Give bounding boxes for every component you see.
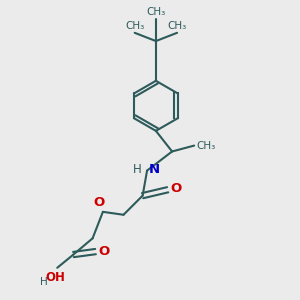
- Text: N: N: [148, 163, 160, 176]
- Text: CH₃: CH₃: [167, 21, 187, 31]
- Text: H: H: [40, 278, 47, 287]
- Text: CH₃: CH₃: [125, 21, 144, 31]
- Text: O: O: [171, 182, 182, 195]
- Text: O: O: [98, 245, 110, 258]
- Text: CH₃: CH₃: [196, 141, 216, 151]
- Text: OH: OH: [45, 271, 65, 284]
- Text: CH₃: CH₃: [146, 7, 166, 17]
- Text: O: O: [94, 196, 105, 209]
- Text: H: H: [132, 163, 141, 176]
